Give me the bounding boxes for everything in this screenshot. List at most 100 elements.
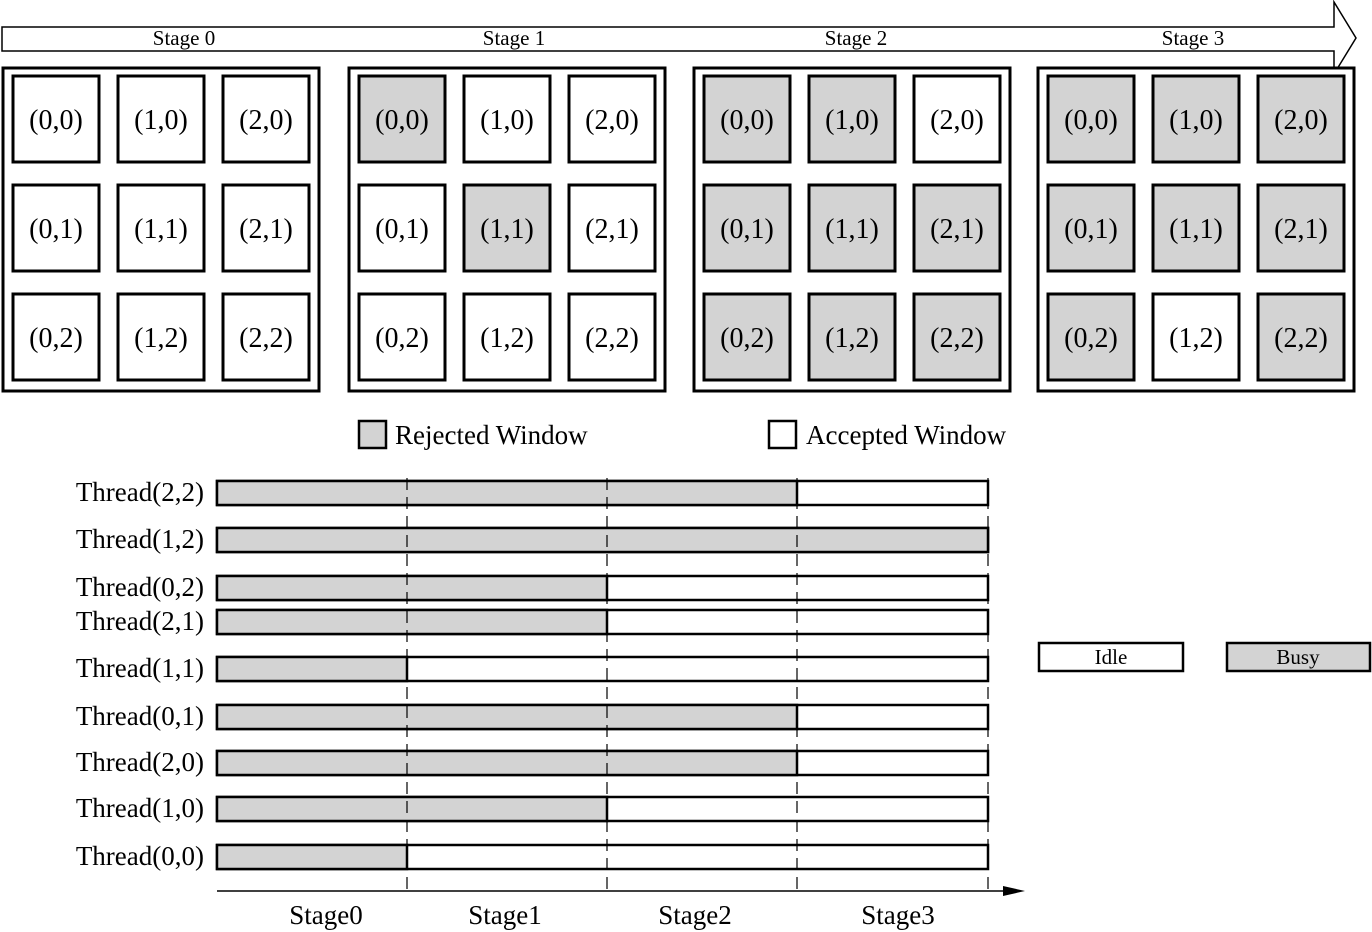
rejected-legend-label: Rejected Window [395,420,588,450]
window-cell-label: (1,2) [825,323,879,354]
axis-arrowhead [1003,886,1025,896]
window-cell-label: (1,0) [825,105,879,136]
accepted-window-cell [567,292,657,382]
rejected-window-cell [1046,74,1136,164]
accepted-legend-label: Accepted Window [806,420,1007,450]
thread-label: Thread(2,1) [76,606,204,636]
window-cell-label: (2,1) [1274,214,1328,245]
accepted-window-cell [11,292,101,382]
accepted-window-cell [567,74,657,164]
rejected-window-cell [1256,74,1346,164]
window-cell-label: (2,2) [239,323,293,354]
window-cell-label: (1,1) [480,214,534,245]
rejected-window-cell [1256,183,1346,273]
rejected-window-cell [912,183,1002,273]
rejected-window-cell [357,74,447,164]
window-cell-label: (0,2) [1064,323,1118,354]
rejected-swatch [357,419,388,450]
rejected-window-cell [807,183,897,273]
thread-label: Thread(1,1) [76,653,204,683]
accepted-window-cell [11,74,101,164]
window-cell-label: (0,0) [29,105,83,136]
accepted-window-cell [912,74,1002,164]
thread-row: Thread(2,2) [76,477,990,507]
window-cell-label: (0,1) [29,214,83,245]
accepted-window-cell [11,183,101,273]
window-cell-label: (0,0) [1064,105,1118,136]
accepted-window-cell [116,74,206,164]
timeline-axis: Stage0 Stage1 Stage2 Stage3 [217,886,1025,930]
thread-row: Thread(1,1) [76,653,990,683]
accepted-window-cell [221,292,311,382]
window-cell-label: (2,1) [585,214,639,245]
thread-busy-segment [215,843,409,871]
stage-progress-arrow [1,0,1357,77]
busy-swatch [1225,641,1372,673]
stage-grid: (0,0) (1,0) (2,0) (0,1) (1,1) (2,1) (0,2) (1,2)… [1036,66,1356,393]
thread-label: Thread(0,2) [76,572,204,602]
accepted-window-cell [567,183,657,273]
rejected-window-cell [1151,74,1241,164]
stage-labels: Stage 0 Stage 1 Stage 2 Stage 3 [153,26,1224,50]
rejected-window-cell [1046,183,1136,273]
busy-legend-label: Busy [1276,645,1320,669]
rejected-window-cell [702,183,792,273]
thread-row: Thread(2,0) [76,747,990,777]
accepted-window-cell [221,183,311,273]
thread-state-legend: Idle Busy [1037,641,1372,673]
timeline-stage-label: Stage3 [861,900,935,930]
accepted-window-cell [462,292,552,382]
thread-label: Thread(0,0) [76,841,204,871]
accepted-swatch [767,419,798,450]
thread-busy-segment [215,703,799,731]
thread-busy-segment [215,795,609,823]
window-cell-label: (2,1) [239,214,293,245]
thread-timeline: Thread(2,2) Thread(1,2) Thread(0,2) Thread(… [76,477,990,891]
accepted-window-cell [116,292,206,382]
window-cell-label: (1,1) [134,214,188,245]
thread-row: Thread(1,2) [76,524,990,554]
window-cell-label: (2,0) [930,105,984,136]
accepted-window-cell [357,292,447,382]
stage-label: Stage 0 [153,26,215,50]
window-cell-label: (2,0) [239,105,293,136]
stage-label: Stage 3 [1162,26,1224,50]
thread-busy-segment [215,526,990,554]
window-cell-label: (0,0) [720,105,774,136]
window-cell-label: (0,2) [375,323,429,354]
thread-label: Thread(1,0) [76,793,204,823]
stage-label: Stage 2 [825,26,887,50]
idle-legend-label: Idle [1095,645,1128,669]
window-cell-label: (2,2) [585,323,639,354]
rejected-window-cell [702,292,792,382]
rejected-window-cell [912,292,1002,382]
thread-row: Thread(0,1) [76,701,990,731]
accepted-window-cell [1151,292,1241,382]
window-cell-label: (1,2) [134,323,188,354]
window-cell-label: (2,2) [930,323,984,354]
window-cell-label: (1,0) [134,105,188,136]
window-cell-label: (1,1) [825,214,879,245]
stage-label: Stage 1 [483,26,545,50]
window-cell-label: (1,2) [480,323,534,354]
window-legend: Rejected Window Accepted Window [357,419,1007,450]
window-cell-label: (1,0) [480,105,534,136]
stage-grids: (0,0) (1,0) (2,0) (0,1) (1,1) (2,1) (0,2) (1,2)… [1,66,1356,393]
window-cell-label: (2,0) [585,105,639,136]
thread-label: Thread(2,2) [76,477,204,507]
window-cell-label: (2,2) [1274,323,1328,354]
rejected-window-cell [1046,292,1136,382]
rejected-window-cell [1151,183,1241,273]
stage-grid: (0,0) (1,0) (2,0) (0,1) (1,1) (2,1) (0,2) (1,2)… [1,66,321,393]
stage-grid: (0,0) (1,0) (2,0) (0,1) (1,1) (2,1) (0,2) (1,2)… [692,66,1012,393]
idle-swatch [1037,641,1185,673]
thread-busy-segment [215,608,609,636]
thread-busy-segment [215,749,799,777]
window-cell-label: (1,0) [1169,105,1223,136]
thread-busy-segment [215,574,609,602]
timeline-stage-label: Stage2 [658,900,732,930]
window-cell-label: (1,1) [1169,214,1223,245]
window-cell-label: (2,1) [930,214,984,245]
window-cell-label: (1,2) [1169,323,1223,354]
